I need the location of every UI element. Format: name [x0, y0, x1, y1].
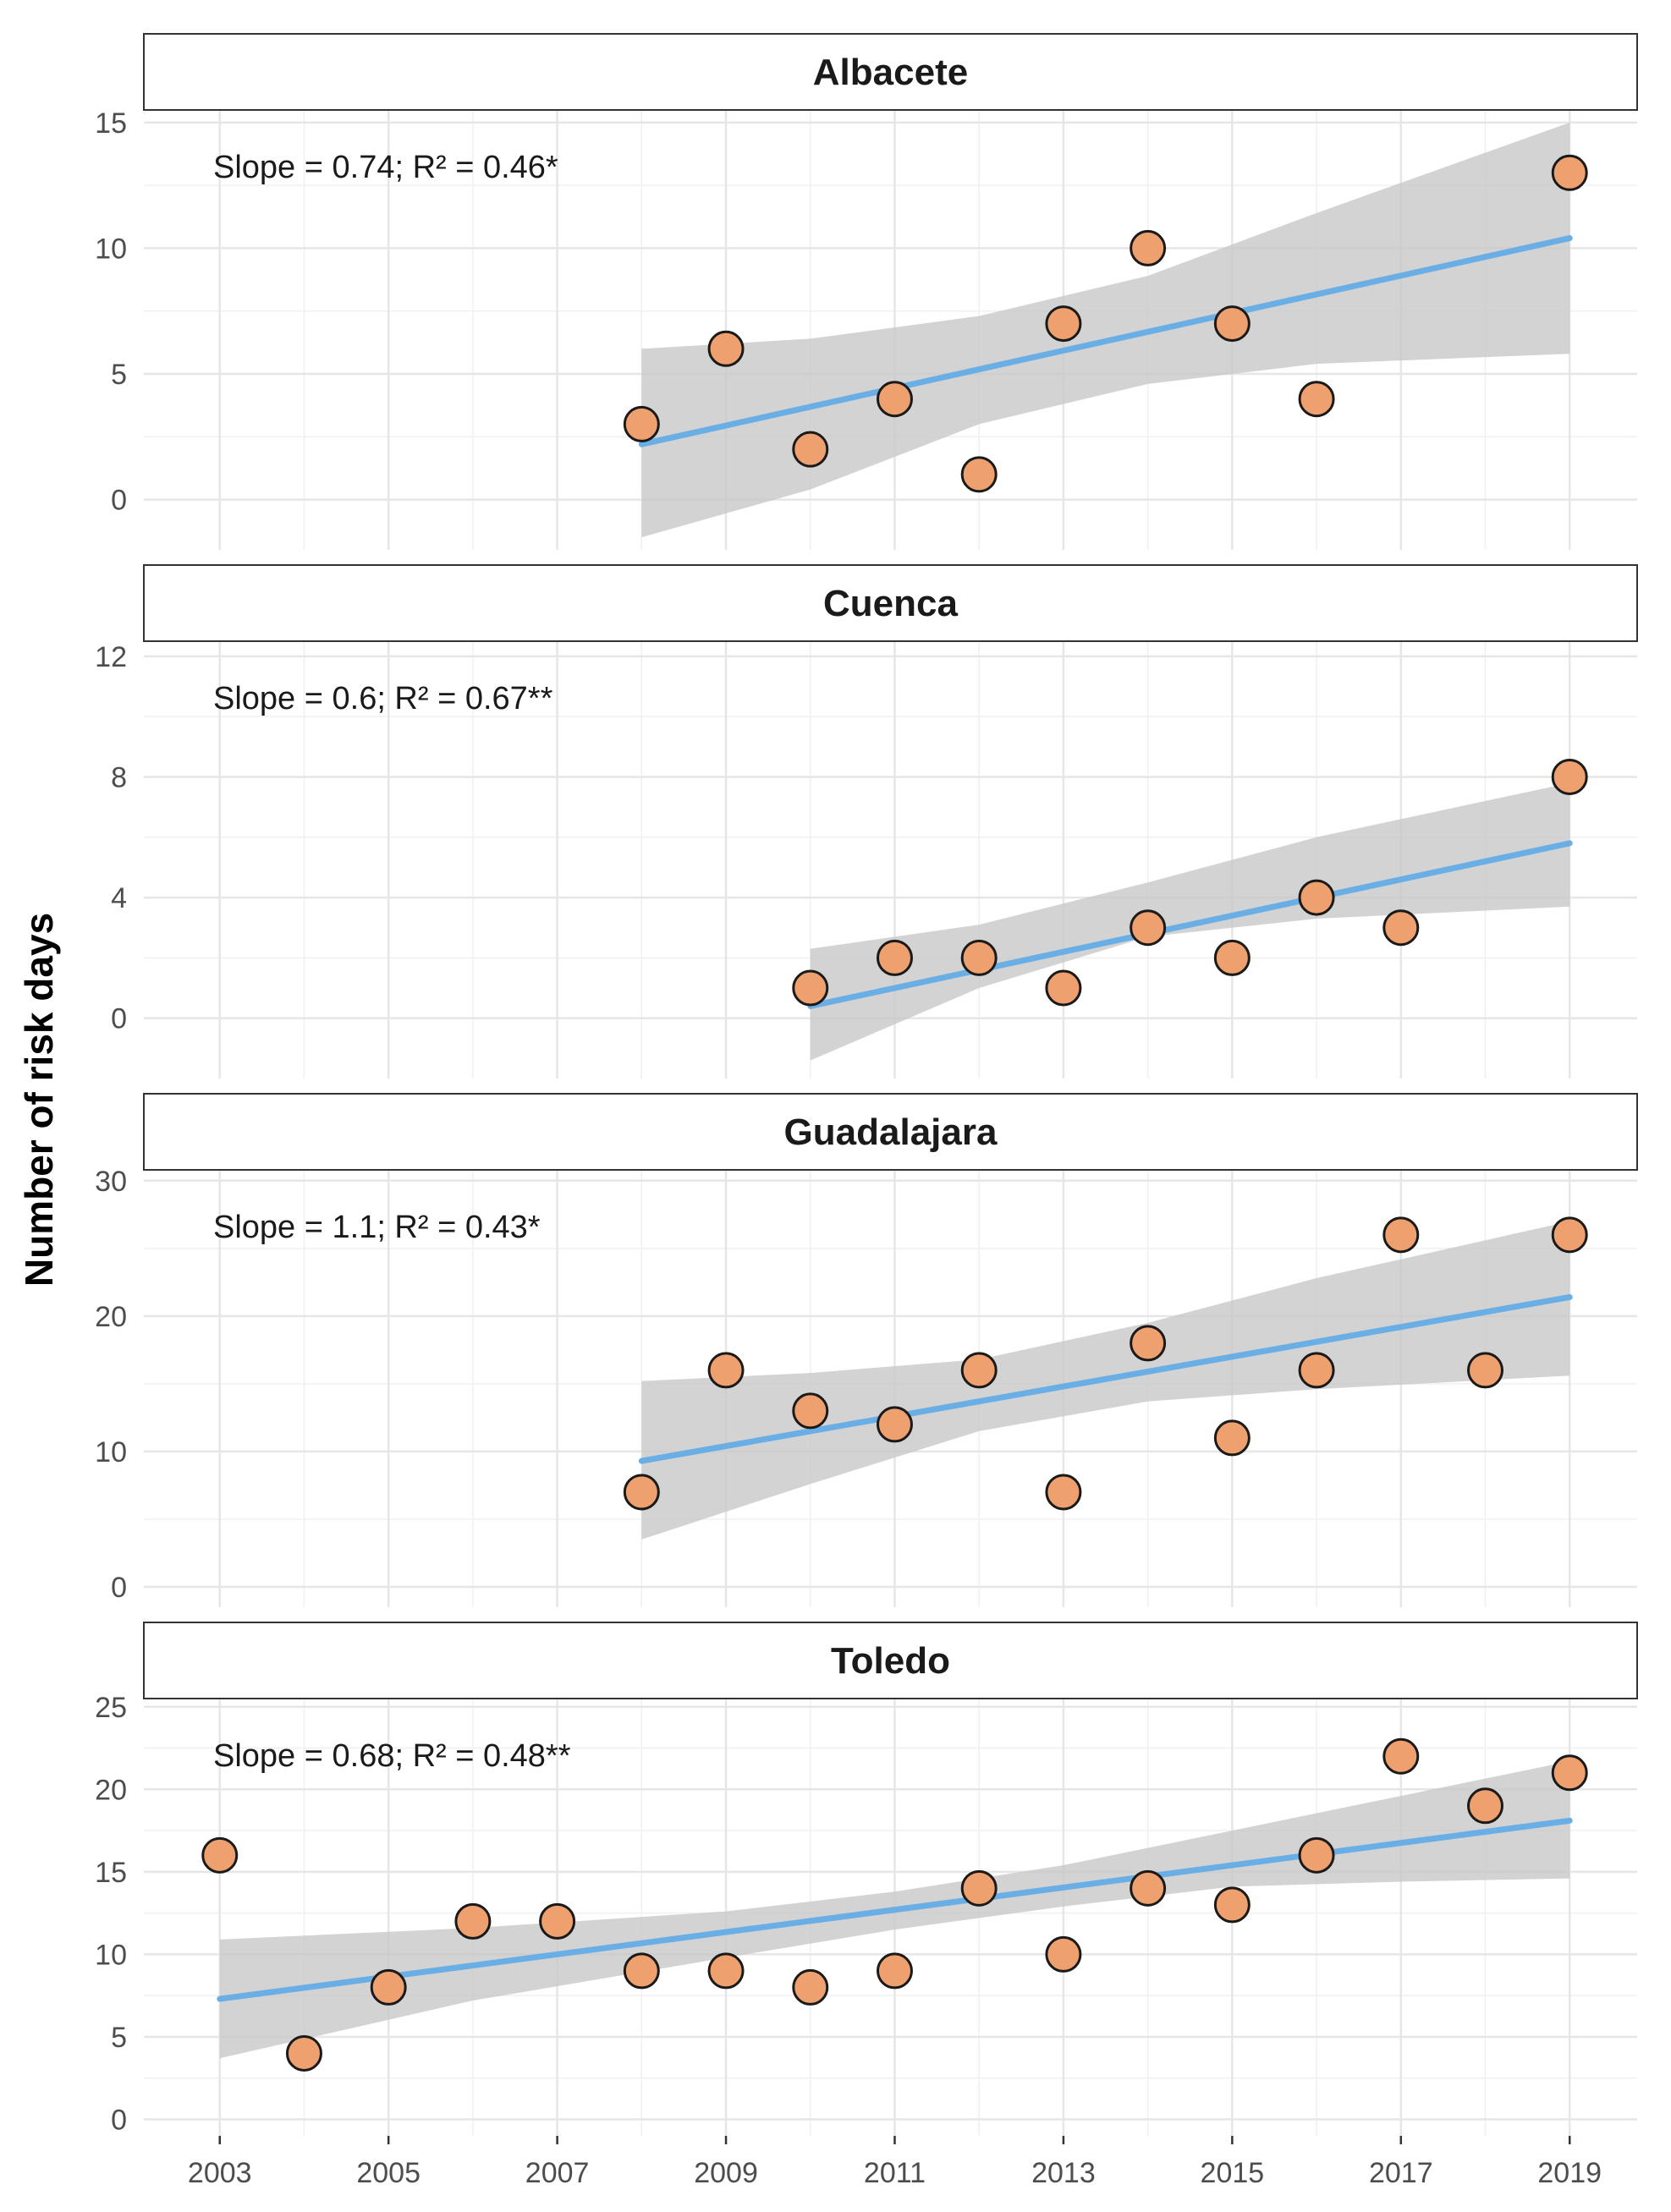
strip-toledo [143, 1622, 1638, 1699]
data-point [1551, 1216, 1588, 1254]
data-point [960, 1352, 998, 1389]
strip-label-cuenca: Cuenca [823, 583, 958, 624]
data-point [539, 1902, 576, 1940]
strip-guadalajara [143, 1093, 1638, 1171]
data-point [370, 1968, 407, 2006]
data-point [1045, 1474, 1082, 1511]
data-point [1213, 1886, 1251, 1924]
stats-annotation: Slope = 0.68; R² = 0.48** [213, 1738, 571, 1774]
y-tick-label: 20 [95, 1301, 127, 1333]
data-point [876, 939, 913, 976]
x-tick-label: 2019 [1537, 2157, 1602, 2189]
x-tick-label: 2011 [864, 2157, 926, 2189]
data-point [1130, 1325, 1167, 1362]
y-tick-label: 15 [95, 107, 127, 140]
data-point [876, 381, 913, 418]
y-tick-label: 10 [95, 233, 127, 265]
data-point [792, 1392, 829, 1430]
y-tick-label: 8 [111, 761, 127, 793]
y-tick-label: 15 [95, 1857, 127, 1889]
x-tick-label: 2015 [1201, 2157, 1265, 2189]
x-tick-label: 2005 [356, 2157, 420, 2189]
y-tick-label: 20 [95, 1774, 127, 1806]
data-point [1130, 909, 1167, 947]
panel-toledo: Toledo 0 5 10 15 20 25 Slope = 0.68; R² = 0.48*… [95, 1622, 1638, 2136]
data-point [1298, 1836, 1335, 1874]
y-tick-label: 0 [111, 1003, 127, 1035]
stats-annotation: Slope = 0.74; R² = 0.46* [213, 150, 558, 185]
regression-line [807, 840, 1573, 1009]
data-point [1130, 229, 1167, 266]
data-point [1045, 969, 1082, 1007]
data-point [454, 1902, 492, 1940]
x-tick-label: 2017 [1369, 2157, 1433, 2189]
strip-label-albacete: Albacete [813, 52, 968, 93]
y-axis-label: Number of risk days [17, 913, 61, 1287]
data-point [792, 431, 829, 468]
data-point [792, 969, 829, 1007]
data-point [1551, 1754, 1588, 1792]
data-point [1467, 1352, 1504, 1389]
strip-albacete [143, 33, 1638, 111]
data-point [1467, 1787, 1504, 1825]
data-point [960, 939, 998, 976]
y-tick-label: 10 [95, 1436, 127, 1468]
data-point [707, 330, 745, 367]
data-point [960, 456, 998, 493]
x-tick-label: 2003 [188, 2157, 252, 2189]
data-point [876, 1952, 913, 1990]
data-point [1382, 1737, 1420, 1775]
data-point [623, 405, 660, 442]
data-point [707, 1952, 745, 1990]
data-point [1298, 1352, 1335, 1389]
y-tick-label: 10 [95, 1939, 127, 1971]
y-tick-label: 5 [111, 2022, 127, 2054]
data-point [1213, 1419, 1251, 1457]
panel-cuenca: Cuenca 0 4 8 12 Slope = 0.6; R² = 0.67** [95, 564, 1638, 1079]
data-point [1213, 939, 1251, 976]
panel-guadalajara: Guadalajara 0 10 20 30 Slope = 1.1; R² = 0.43… [95, 1093, 1638, 1607]
x-tick-label: 2009 [694, 2157, 758, 2189]
y-tick-label: 0 [111, 1572, 127, 1604]
y-tick-label: 30 [95, 1166, 127, 1198]
y-tick-label: 25 [95, 1692, 127, 1724]
data-point [707, 1352, 745, 1389]
stats-annotation: Slope = 1.1; R² = 0.43* [213, 1210, 541, 1245]
data-point [1045, 1935, 1082, 1973]
x-tick-label: 2013 [1031, 2157, 1096, 2189]
data-point [1298, 879, 1335, 916]
confidence-band [641, 122, 1570, 538]
data-point [960, 1869, 998, 1907]
data-point [623, 1474, 660, 1511]
y-tick-label: 0 [111, 2104, 127, 2136]
data-point [792, 1968, 829, 2006]
y-tick-label: 0 [111, 485, 127, 517]
data-point [285, 2034, 322, 2072]
stats-annotation: Slope = 0.6; R² = 0.67** [213, 681, 553, 716]
data-point [623, 1952, 660, 1990]
data-point [1551, 154, 1588, 191]
data-point [1382, 1216, 1420, 1254]
data-point [1130, 1869, 1167, 1907]
data-point [1045, 305, 1082, 343]
x-tick-label: 2007 [525, 2157, 590, 2189]
data-point [1298, 381, 1335, 418]
strip-cuenca [143, 564, 1638, 642]
regression-line [638, 1293, 1573, 1464]
data-point [1213, 305, 1251, 343]
y-tick-label: 5 [111, 359, 127, 391]
y-tick-label: 4 [111, 882, 127, 914]
regression-line [217, 1817, 1573, 2002]
strip-label-toledo: Toledo [831, 1640, 950, 1682]
data-point [1382, 909, 1420, 947]
y-tick-label: 12 [95, 641, 127, 673]
data-point [201, 1836, 239, 1874]
strip-label-guadalajara: Guadalajara [784, 1111, 998, 1153]
data-point [1551, 758, 1588, 795]
panel-albacete: Albacete 0 5 10 15 Slope = 0.74; R² = 0.46* [95, 33, 1638, 550]
data-point [876, 1406, 913, 1443]
regression-line [638, 235, 1573, 447]
